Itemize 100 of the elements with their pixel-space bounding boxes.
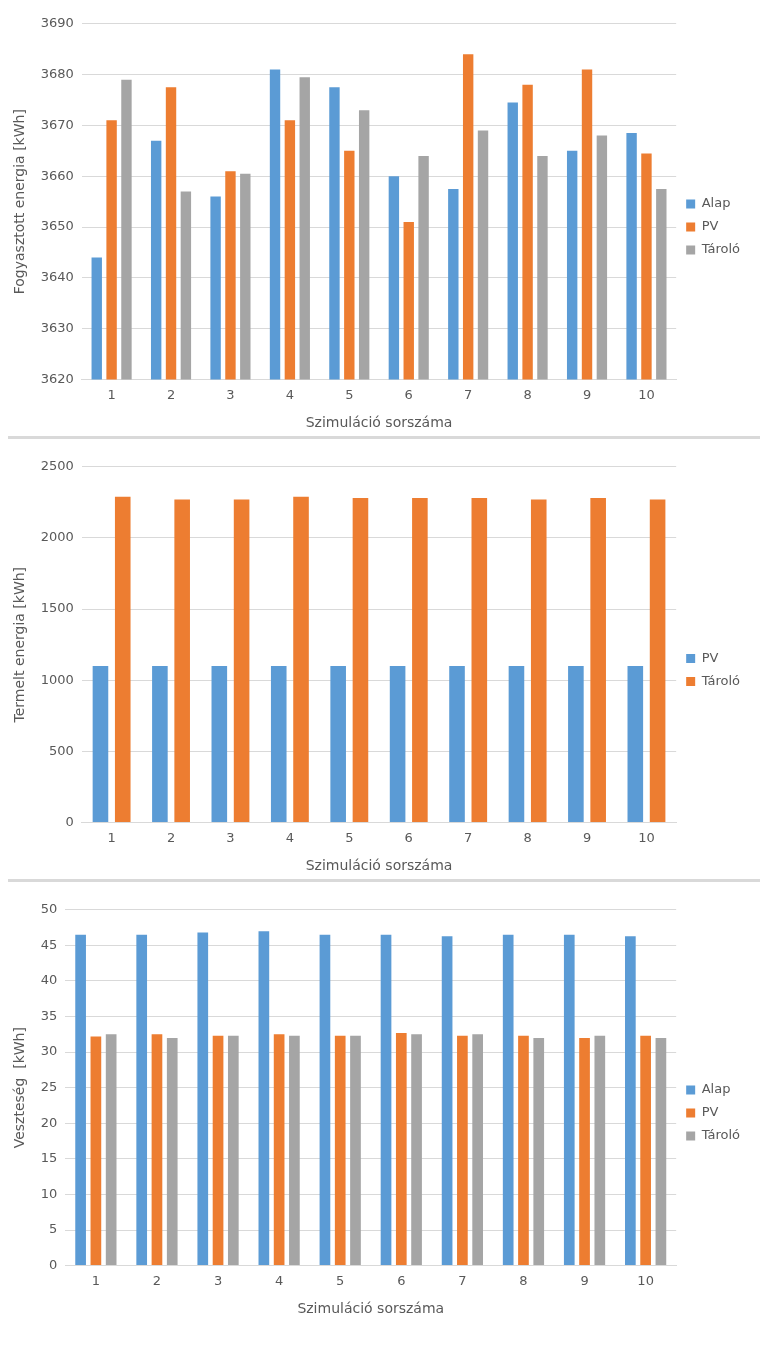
x-tick-label: 8	[523, 386, 532, 402]
bar	[289, 1035, 300, 1266]
x-tick-label: 10	[638, 386, 655, 402]
bar	[258, 931, 270, 1266]
x-tick-label: 2	[166, 829, 176, 845]
bar	[449, 666, 465, 823]
y-tick-label: 20	[40, 1114, 58, 1130]
y-tick-label: 40	[40, 972, 58, 988]
bar	[590, 498, 606, 823]
bar	[90, 1036, 102, 1266]
x-tick-label: 3	[226, 386, 235, 402]
x-tick-label: 9	[580, 1272, 589, 1288]
bar	[166, 1037, 178, 1266]
x-tick-label: 2	[152, 1272, 162, 1288]
bar	[270, 666, 287, 823]
bar	[640, 1035, 651, 1266]
bar	[579, 1037, 590, 1266]
x-tick-label: 4	[285, 386, 295, 402]
x-tick-label: 4	[285, 829, 295, 845]
legend-label: PV	[701, 1104, 719, 1120]
bar	[75, 934, 86, 1266]
bar	[212, 1035, 224, 1266]
legend-label: Tároló	[700, 672, 741, 688]
bar	[457, 1035, 468, 1266]
bar	[330, 666, 346, 823]
y-tick-label: 1000	[40, 671, 74, 687]
y-tick-label: 2000	[40, 529, 74, 545]
bar	[319, 934, 331, 1266]
legend-label: Alap	[701, 195, 731, 211]
y-tick-label: 15	[40, 1150, 58, 1166]
bar	[211, 666, 228, 823]
bar	[114, 496, 131, 823]
y-axis-title: Veszteség [kWh]	[11, 1027, 28, 1149]
bar	[472, 1034, 483, 1266]
x-tick-label: 2	[166, 386, 176, 402]
y-tick-label: 3690	[40, 15, 74, 31]
y-tick-label: 500	[49, 742, 74, 758]
bar	[412, 498, 428, 823]
bar	[395, 1032, 407, 1266]
y-tick-label: 50	[40, 901, 58, 917]
x-tick-label: 6	[397, 1272, 406, 1288]
y-tick-label: 3680	[40, 66, 74, 81]
bar	[151, 1034, 163, 1266]
legend-label: Tároló	[700, 1127, 741, 1143]
x-axis-title: Szimuláció sorszáma	[297, 1300, 445, 1317]
y-tick-label: 0	[65, 813, 74, 829]
legend-label: PV	[701, 218, 719, 234]
bar	[352, 498, 369, 823]
y-tick-label: 5	[49, 1221, 58, 1237]
y-tick-label: 3670	[40, 116, 74, 132]
bar	[411, 1034, 422, 1266]
bar	[334, 1035, 346, 1266]
y-tick-label: 3620	[40, 370, 74, 386]
y-tick-label: 10	[40, 1185, 58, 1201]
y-tick-label: 45	[40, 936, 58, 952]
x-tick-label: 9	[582, 386, 592, 402]
y-tick-label: 3650	[40, 218, 74, 234]
legend-label: Alap	[701, 1081, 731, 1097]
x-tick-label: 9	[582, 829, 592, 845]
y-tick-label: 1500	[40, 600, 74, 616]
bar	[380, 934, 392, 1266]
x-tick-label: 3	[226, 829, 235, 845]
y-tick-label: 3640	[40, 269, 74, 285]
bar	[273, 1034, 285, 1266]
x-tick-label: 10	[637, 1272, 654, 1288]
y-axis-title: Fogyasztott energia [kWh]	[11, 109, 28, 295]
y-tick-label: 3660	[40, 167, 74, 183]
x-tick-label: 3	[213, 1272, 223, 1288]
legend-label: PV	[701, 649, 719, 665]
bar	[227, 1035, 239, 1266]
x-tick-label: 5	[345, 386, 354, 402]
bar	[92, 666, 109, 823]
bar	[563, 934, 575, 1266]
bar	[136, 934, 148, 1266]
bar	[655, 1037, 667, 1266]
x-tick-label: 10	[638, 829, 655, 845]
bar	[530, 499, 547, 823]
bar	[174, 499, 190, 823]
x-tick-label: 4	[274, 1272, 284, 1288]
x-tick-label: 5	[345, 829, 354, 845]
bar	[649, 499, 666, 823]
bar	[533, 1037, 545, 1266]
y-tick-label: 2500	[40, 458, 74, 474]
x-tick-label: 5	[336, 1272, 345, 1288]
bar	[105, 1034, 117, 1266]
x-tick-label: 6	[404, 386, 413, 402]
bar	[568, 666, 584, 823]
x-tick-label: 7	[464, 829, 473, 845]
x-tick-label: 1	[107, 386, 116, 402]
x-tick-label: 7	[464, 386, 473, 402]
x-tick-label: 1	[107, 829, 116, 845]
y-tick-label: 3630	[40, 320, 74, 336]
bar	[625, 936, 636, 1266]
bar	[471, 498, 488, 823]
y-tick-label: 0	[49, 1256, 58, 1272]
bar	[508, 666, 525, 823]
bar	[627, 666, 644, 823]
y-tick-label: 25	[40, 1079, 58, 1095]
bar	[518, 1035, 529, 1266]
bar	[594, 1035, 606, 1266]
